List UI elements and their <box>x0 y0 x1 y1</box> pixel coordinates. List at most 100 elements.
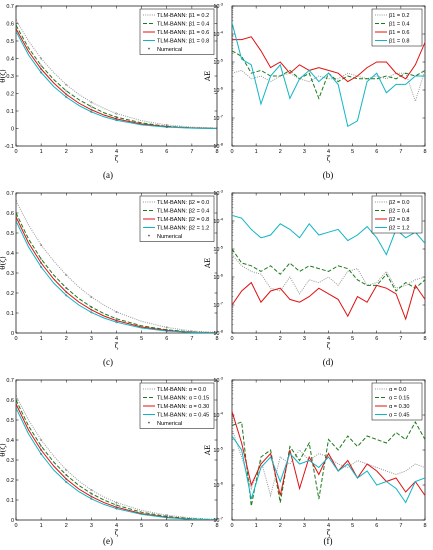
series-line-3 <box>232 214 425 256</box>
y-tick-label: 10-7 <box>213 301 223 310</box>
legend-marker: * <box>148 422 151 428</box>
y-tick-exponent: -8 <box>219 142 223 147</box>
y-tick-label: 0.5 <box>6 39 14 45</box>
y-axis-label: θ(ζ) <box>0 256 7 270</box>
x-tick-label: 1 <box>255 523 258 529</box>
legend-entry: TLM-BANN: β1 = 0.8 <box>157 39 209 45</box>
x-tick-label: 8 <box>423 149 426 155</box>
x-tick-label: 5 <box>140 336 143 342</box>
y-tick-label: 10-3 <box>213 376 223 385</box>
y-tick-label: 0.3 <box>6 458 14 464</box>
x-tick-label: 3 <box>303 523 306 529</box>
numerical-marker <box>16 200 17 202</box>
numerical-marker <box>165 126 168 129</box>
legend-entry: β2 = 0.4 <box>389 209 409 215</box>
y-tick-label: 0.7 <box>6 378 14 384</box>
y-tick-label: 10-4 <box>213 217 223 226</box>
numerical-marker <box>16 399 17 401</box>
x-tick-label: 8 <box>423 523 426 529</box>
y-tick-label: 0.5 <box>6 231 14 237</box>
numerical-marker <box>40 262 43 265</box>
y-tick-label: 0.1 <box>6 498 14 504</box>
x-tick-label: 1 <box>40 523 43 529</box>
legend: TLM-BANN: β2 = 0.0 TLM-BANN: β2 = 0.4 TLM-… <box>139 195 215 242</box>
legend-entry: β2 = 1.2 <box>389 226 409 232</box>
x-tick-label: 5 <box>351 149 354 155</box>
y-tick-exponent: -3 <box>219 189 223 194</box>
x-tick-label: 7 <box>190 523 193 529</box>
x-tick-label: 0 <box>230 523 233 529</box>
legend-entry-numerical: Numerical <box>157 421 182 427</box>
numerical-marker <box>40 71 43 74</box>
x-tick-label: 5 <box>140 523 143 529</box>
legend: TLM-BANN: α = 0.0 TLM-BANN: α = 0.15 TLM-B… <box>139 382 215 429</box>
y-tick-label: 0.7 <box>6 191 14 197</box>
legend-entry: α = 0.15 <box>389 396 410 402</box>
legend-entry: TLM-BANN: α = 0.45 <box>157 413 209 419</box>
x-tick-label: 2 <box>279 149 282 155</box>
x-tick-label: 6 <box>375 523 378 529</box>
y-tick-label: 0.2 <box>6 291 14 297</box>
numerical-marker <box>216 332 217 333</box>
legend-entry: β1 = 0.8 <box>389 39 409 45</box>
x-tick-label: 6 <box>165 523 168 529</box>
y-tick-label: 10-4 <box>213 30 223 39</box>
numerical-marker <box>40 445 43 448</box>
x-tick-label: 0 <box>14 523 17 529</box>
x-tick-label: 6 <box>375 149 378 155</box>
numerical-marker <box>40 57 43 60</box>
legend-entry: TLM-BANN: α = 0.15 <box>157 396 209 402</box>
numerical-marker <box>40 67 43 70</box>
x-tick-label: 5 <box>351 336 354 342</box>
series-line-1 <box>232 248 425 292</box>
legend-marker: * <box>148 235 151 241</box>
numerical-marker <box>115 119 118 122</box>
numerical-marker <box>115 311 118 314</box>
series-line-1 <box>232 420 425 507</box>
y-tick-label: 0 <box>11 331 14 337</box>
y-tick-label: -0.1 <box>5 144 14 150</box>
numerical-marker <box>65 89 68 92</box>
x-tick-label: 3 <box>90 149 93 155</box>
legend-entry: β1 = 0.6 <box>389 30 409 36</box>
panel-caption: (c) <box>103 357 113 367</box>
legend-entry: TLM-BANN: β2 = 1.2 <box>157 226 209 232</box>
x-tick-label: 0 <box>230 336 233 342</box>
legend-entry: α = 0.30 <box>389 404 410 410</box>
x-tick-label: 6 <box>375 336 378 342</box>
x-tick-label: 4 <box>327 149 330 155</box>
numerical-marker <box>90 497 93 500</box>
numerical-marker <box>65 469 68 472</box>
y-axis-label: θ(ζ) <box>0 443 7 457</box>
panel-caption: (b) <box>323 170 334 180</box>
numerical-marker <box>40 243 43 246</box>
x-tick-label: 6 <box>165 336 168 342</box>
y-tick-exponent: -5 <box>219 446 223 451</box>
x-tick-label: 0 <box>14 149 17 155</box>
y-tick-exponent: -7 <box>219 516 223 521</box>
y-tick-exponent: -3 <box>219 376 223 381</box>
y-tick-label: 10-7 <box>213 516 223 525</box>
numerical-marker <box>115 504 118 507</box>
numerical-marker <box>16 395 17 397</box>
numerical-marker <box>90 311 93 314</box>
numerical-marker <box>165 328 168 331</box>
y-tick-label: 10-6 <box>213 481 223 490</box>
y-tick-label: 0.4 <box>6 438 14 444</box>
series-group <box>16 19 217 130</box>
x-tick-label: 7 <box>399 336 402 342</box>
x-tick-label: 5 <box>351 523 354 529</box>
x-axis-label: ζ <box>115 342 119 350</box>
numerical-marker <box>90 296 93 299</box>
x-tick-label: 0 <box>14 336 17 342</box>
numerical-marker <box>90 495 93 498</box>
y-tick-label: 0.6 <box>6 398 14 404</box>
x-tick-label: 2 <box>65 336 68 342</box>
legend: β1 = 0.2 β1 = 0.4 β1 = 0.6 β1 = 0.8 <box>371 8 423 47</box>
legend-entry: TLM-BANN: β1 = 0.2 <box>157 13 209 19</box>
numerical-marker <box>165 515 168 518</box>
x-tick-label: 1 <box>40 149 43 155</box>
x-tick-label: 3 <box>303 336 306 342</box>
numerical-marker <box>40 266 43 269</box>
